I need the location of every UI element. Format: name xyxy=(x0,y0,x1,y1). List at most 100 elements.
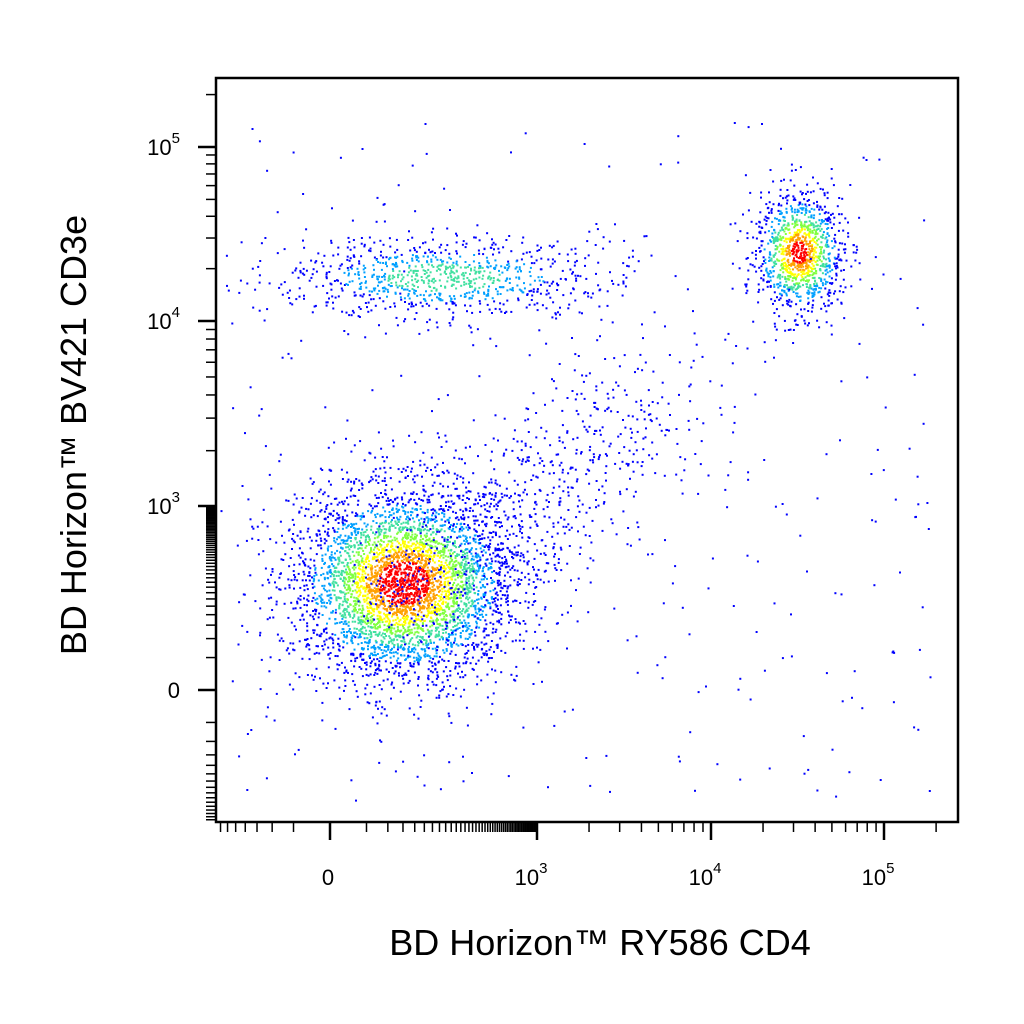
event-dot xyxy=(493,570,496,573)
event-dot xyxy=(470,267,472,270)
event-dot xyxy=(349,603,352,606)
event-dot xyxy=(358,262,361,265)
event-dot xyxy=(347,605,350,608)
event-dot xyxy=(371,646,374,649)
event-dot xyxy=(279,520,282,523)
event-dot xyxy=(346,267,349,269)
event-dot xyxy=(524,622,527,625)
event-dot xyxy=(282,559,285,561)
event-dot xyxy=(357,595,360,598)
event-dot xyxy=(493,580,496,583)
event-dot xyxy=(432,227,435,230)
event-dot xyxy=(465,491,468,494)
event-dot xyxy=(545,293,548,296)
event-dot xyxy=(351,511,354,514)
event-dot xyxy=(498,286,501,289)
event-dot xyxy=(258,309,261,312)
event-dot xyxy=(461,586,464,589)
event-dot xyxy=(380,492,382,494)
event-dot xyxy=(477,643,480,646)
event-dot xyxy=(478,276,481,279)
event-dot xyxy=(375,633,378,636)
event-dot xyxy=(493,650,495,653)
event-dot xyxy=(413,577,416,580)
event-dot xyxy=(385,577,387,580)
event-dot xyxy=(478,567,480,570)
event-dot xyxy=(330,239,333,242)
event-dot xyxy=(370,476,373,479)
event-dot xyxy=(298,287,301,290)
event-dot xyxy=(358,604,361,607)
event-dot xyxy=(403,540,406,543)
event-dot xyxy=(378,566,381,569)
event-dot xyxy=(291,548,293,550)
event-dot xyxy=(401,561,404,564)
event-dot xyxy=(325,301,328,304)
event-dot xyxy=(315,533,318,536)
event-dot xyxy=(353,610,356,613)
event-dot xyxy=(442,260,445,263)
event-dot xyxy=(574,261,577,264)
event-dot xyxy=(464,552,466,555)
event-dot xyxy=(307,594,310,597)
event-dot xyxy=(489,265,492,268)
event-dot xyxy=(411,613,414,616)
event-dot xyxy=(373,505,376,508)
event-dot xyxy=(452,694,455,696)
event-dot xyxy=(360,647,363,650)
event-dot xyxy=(358,666,361,668)
event-dot xyxy=(395,606,398,609)
event-dot xyxy=(426,321,429,324)
event-dot xyxy=(388,275,391,278)
event-dot xyxy=(482,567,484,570)
event-dot xyxy=(389,571,392,574)
event-dot xyxy=(399,610,402,613)
event-dot xyxy=(461,621,463,624)
event-dot xyxy=(379,616,382,618)
event-dot xyxy=(353,631,356,634)
event-dot xyxy=(327,566,330,569)
event-dot xyxy=(496,594,499,597)
event-dot xyxy=(467,524,469,527)
event-dot xyxy=(350,596,352,599)
event-dot xyxy=(366,554,369,557)
event-dot xyxy=(622,280,625,283)
event-dot xyxy=(345,670,348,673)
event-dot xyxy=(476,675,479,678)
event-dot xyxy=(479,538,482,541)
event-dot xyxy=(515,276,518,279)
event-dot xyxy=(343,634,345,637)
event-dot xyxy=(368,702,371,705)
event-dot xyxy=(533,303,536,306)
event-dot xyxy=(512,289,514,292)
event-dot xyxy=(390,683,393,686)
event-dot xyxy=(474,608,477,611)
event-dot xyxy=(445,302,448,305)
event-dot xyxy=(407,519,410,522)
event-dot xyxy=(472,601,475,604)
event-dot xyxy=(484,619,487,622)
event-dot xyxy=(336,503,339,506)
event-dot xyxy=(354,620,357,623)
event-dot xyxy=(378,297,381,300)
event-dot xyxy=(325,539,328,542)
event-dot xyxy=(446,518,449,521)
event-dot xyxy=(369,247,372,250)
event-dot xyxy=(405,572,408,575)
event-dot xyxy=(380,584,383,587)
event-dot xyxy=(338,603,341,606)
event-dot xyxy=(338,267,341,270)
event-dot xyxy=(480,679,483,682)
event-dot xyxy=(424,490,427,493)
event-dot xyxy=(372,613,375,616)
event-dot xyxy=(378,324,380,327)
event-dot xyxy=(438,630,440,633)
event-dot xyxy=(410,582,413,585)
event-dot xyxy=(384,592,387,595)
event-dot xyxy=(621,294,624,297)
event-dot xyxy=(463,557,466,560)
event-dot xyxy=(350,536,352,539)
event-dot xyxy=(403,571,406,574)
event-dot xyxy=(466,497,469,499)
event-dot xyxy=(446,469,449,472)
